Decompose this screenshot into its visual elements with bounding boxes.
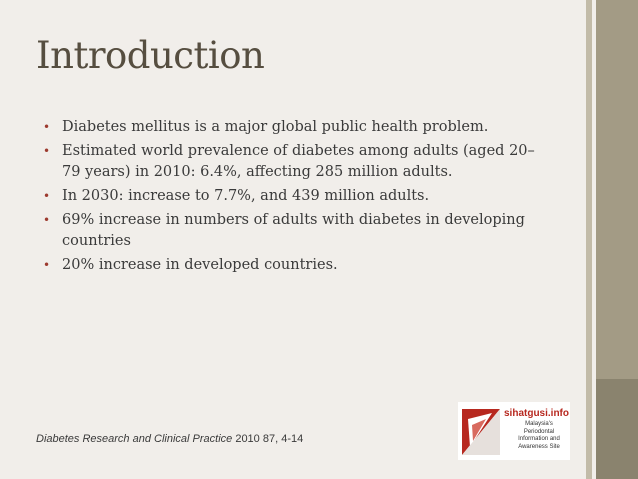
bullet-text: Diabetes mellitus is a major global publ… xyxy=(62,119,489,135)
logo-site-name: sihatgusi.info xyxy=(504,408,569,419)
decorative-stripe xyxy=(586,0,592,479)
bullet-text: 20% increase in developed countries. xyxy=(62,257,338,273)
slide-title: Introduction xyxy=(36,34,265,77)
bullet-item: • 20% increase in developed countries. xyxy=(40,255,550,276)
bullet-marker: • xyxy=(43,189,51,203)
bullet-text: 69% increase in numbers of adults with d… xyxy=(62,212,525,249)
bullet-item: • In 2030: increase to 7.7%, and 439 mil… xyxy=(40,186,550,207)
citation-journal: Diabetes Research and Clinical Practice xyxy=(36,433,233,445)
sihatgusi-logo: sihatgusi.info Malaysia's Periodontal In… xyxy=(458,402,570,460)
bullet-item: • 69% increase in numbers of adults with… xyxy=(40,210,550,252)
side-band-accent xyxy=(596,379,638,479)
bullet-marker: • xyxy=(43,144,51,158)
logo-tagline: Malaysia's Periodontal Information and A… xyxy=(518,421,560,450)
logo-mark-icon xyxy=(462,409,500,455)
citation-details: 2010 87, 4-14 xyxy=(232,433,304,445)
bullet-text: Estimated world prevalence of diabetes a… xyxy=(62,143,535,180)
bullet-item: • Estimated world prevalence of diabetes… xyxy=(40,141,550,183)
bullet-list: • Diabetes mellitus is a major global pu… xyxy=(40,117,550,279)
bullet-marker: • xyxy=(43,213,51,227)
bullet-text: In 2030: increase to 7.7%, and 439 milli… xyxy=(62,188,430,204)
bullet-marker: • xyxy=(43,258,51,272)
bullet-marker: • xyxy=(43,120,51,134)
bullet-item: • Diabetes mellitus is a major global pu… xyxy=(40,117,550,138)
citation: Diabetes Research and Clinical Practice … xyxy=(36,433,303,445)
